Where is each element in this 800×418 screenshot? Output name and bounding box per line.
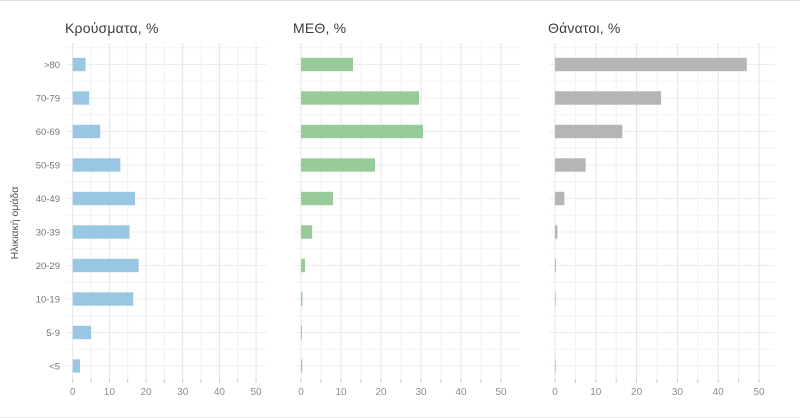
bar-10-19 [555,292,556,306]
x-tick-label: 30 [177,387,189,398]
x-tick-label: 20 [375,387,387,398]
x-tick-label: 50 [495,387,507,398]
x-tick-label: 20 [631,387,643,398]
bar-70-79 [72,91,90,105]
x-tick-label: 30 [672,387,684,398]
bar->80 [72,57,86,72]
bar-5-9 [72,325,92,340]
panel-title-deaths: Θάνατοι, % [548,20,621,36]
bar-20-29 [301,258,305,273]
bar-40-49 [555,191,565,206]
bar-10-19 [301,292,303,306]
bar->80 [555,57,747,72]
bar-<5 [72,359,81,373]
bar-5-9 [301,325,302,340]
bar-20-29 [555,258,557,273]
panel-icu: 0 10 20 30 40 50 [296,43,520,398]
bar-70-79 [555,91,662,105]
bar-10-19 [72,292,134,306]
x-tick-label: 40 [455,387,467,398]
y-category-label: 60-69 [36,127,60,138]
x-tick-label: 10 [104,387,116,398]
y-axis-label: Ηλικιακή ομάδα [9,186,21,260]
panel-cases: 0 10 20 30 40 50 >80 70-79 60-69 50-59 40-49 30-39 2… [36,43,266,398]
bar-<5 [555,359,556,373]
x-tick-label: 10 [335,387,347,398]
y-category-label: >80 [44,60,60,71]
x-tick-label: 10 [590,387,602,398]
bar-50-59 [301,158,375,172]
bar-<5 [301,359,303,373]
x-tick-label: 50 [753,387,765,398]
x-tick-label: 0 [70,387,76,398]
x-tick-label: 40 [713,387,725,398]
bar-20-29 [72,258,139,273]
x-tick-label: 50 [250,387,262,398]
y-category-label: 10-19 [36,295,60,306]
y-category-label: 20-29 [36,261,60,272]
panel-title-cases: Κρούσματα, % [65,20,159,36]
bar-60-69 [72,124,101,139]
bar->80 [301,57,353,72]
y-category-label: 50-59 [36,161,60,172]
y-category-label: 70-79 [36,94,60,105]
y-category-label: <5 [49,362,60,373]
bar-50-59 [72,158,121,172]
panel-deaths: 0 10 20 30 40 50 [550,43,775,398]
x-tick-label: 20 [140,387,152,398]
bar-50-59 [555,158,586,172]
bar-30-39 [301,225,313,239]
bar-60-69 [301,124,423,139]
x-tick-label: 30 [415,387,427,398]
panel-title-icu: ΜΕΘ, % [293,20,347,36]
x-tick-label: 0 [298,387,304,398]
bar-60-69 [555,124,623,139]
y-category-label: 40-49 [36,194,60,205]
y-category-label: 5-9 [46,328,60,339]
bar-40-49 [72,191,136,206]
bar-40-49 [301,191,333,206]
x-tick-label: 0 [552,387,558,398]
bar-70-79 [301,91,419,105]
x-tick-label: 40 [214,387,226,398]
bar-30-39 [72,225,130,239]
bar-30-39 [555,225,558,239]
y-category-label: 30-39 [36,228,60,239]
